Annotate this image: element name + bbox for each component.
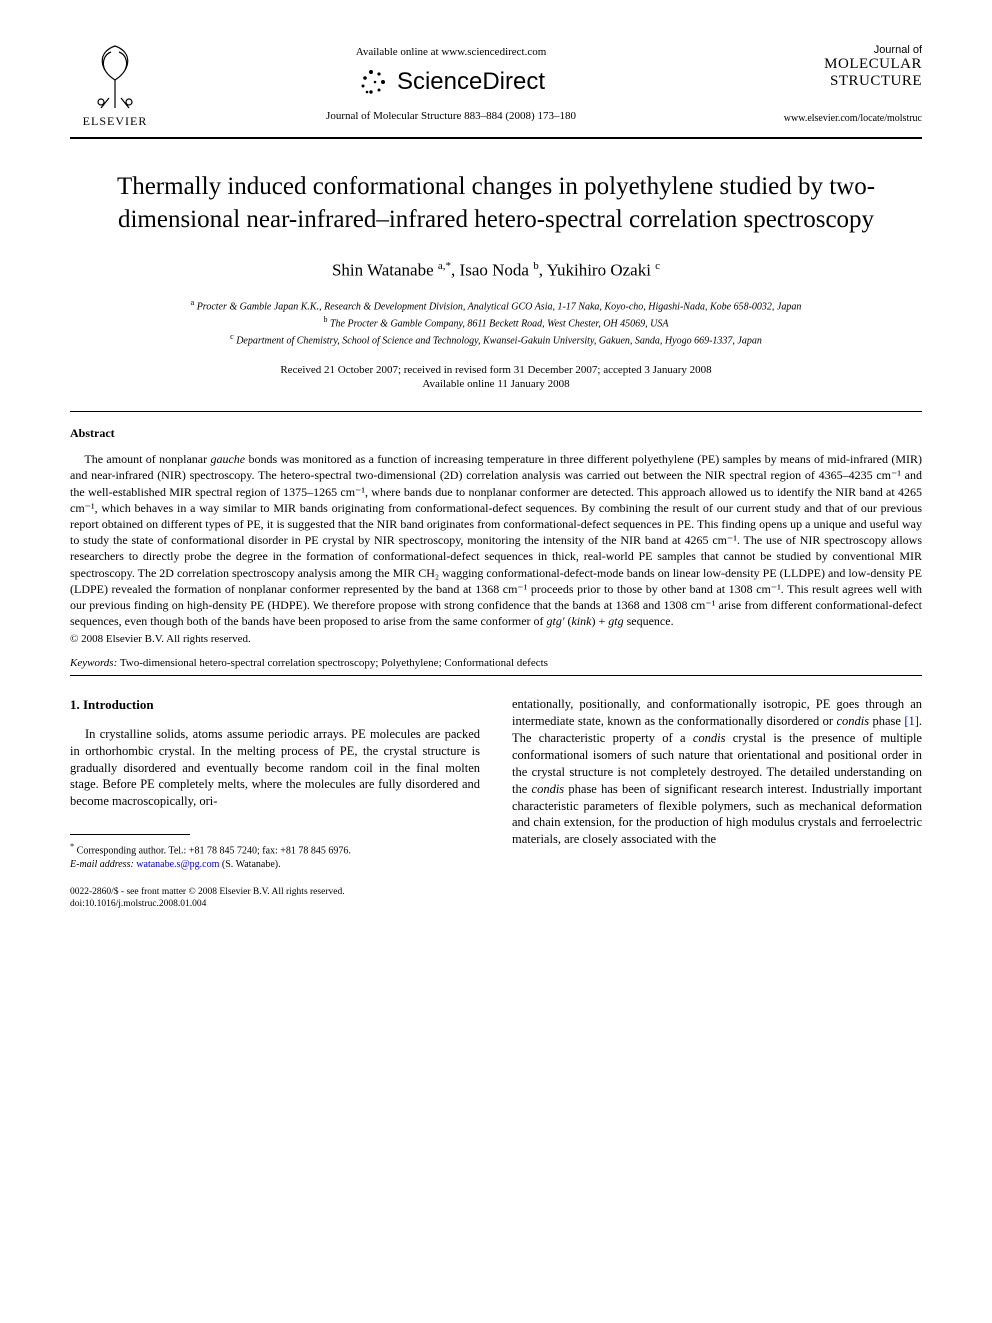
online-line: Available online 11 January 2008 bbox=[70, 377, 922, 391]
footnote-separator bbox=[70, 834, 190, 835]
keywords-label: Keywords: bbox=[70, 657, 117, 669]
elsevier-logo-block: ELSEVIER bbox=[70, 40, 160, 129]
ref-1-link[interactable]: [1] bbox=[904, 714, 919, 728]
journal-name-line2: STRUCTURE bbox=[742, 73, 922, 90]
citation-line: Journal of Molecular Structure 883–884 (… bbox=[160, 110, 742, 122]
footer-front-matter: 0022-2860/$ - see front matter © 2008 El… bbox=[70, 886, 480, 898]
abstract-rule-top bbox=[70, 411, 922, 412]
header-row: ELSEVIER Available online at www.science… bbox=[70, 40, 922, 129]
intro-heading: 1. Introduction bbox=[70, 696, 480, 714]
sciencedirect-dots-icon bbox=[357, 66, 389, 98]
authors-line: Shin Watanabe a,*, Isao Noda b, Yukihiro… bbox=[70, 260, 922, 281]
footer-doi: doi:10.1016/j.molstruc.2008.01.004 bbox=[70, 898, 480, 910]
sciencedirect-wordmark: ScienceDirect bbox=[397, 68, 545, 96]
right-column: entationally, positionally, and conforma… bbox=[512, 696, 922, 910]
header-rule bbox=[70, 137, 922, 139]
body-columns: 1. Introduction In crystalline solids, a… bbox=[70, 696, 922, 910]
abstract-heading: Abstract bbox=[70, 426, 922, 441]
dates-block: Received 21 October 2007; received in re… bbox=[70, 363, 922, 392]
corresponding-footnote: * Corresponding author. Tel.: +81 78 845… bbox=[70, 841, 480, 871]
email-label: E-mail address: bbox=[70, 859, 134, 870]
journal-of-text: Journal of bbox=[742, 44, 922, 56]
elsevier-tree-icon bbox=[79, 40, 151, 112]
center-header: Available online at www.sciencedirect.co… bbox=[160, 40, 742, 122]
affiliations-block: a Procter & Gamble Japan K.K., Research … bbox=[70, 297, 922, 349]
abstract-body: The amount of nonplanar gauche bonds was… bbox=[70, 451, 922, 629]
email-trail: (S. Watanabe). bbox=[222, 859, 281, 870]
abstract-copyright: © 2008 Elsevier B.V. All rights reserved… bbox=[70, 633, 922, 645]
corr-text: Corresponding author. Tel.: +81 78 845 7… bbox=[77, 846, 351, 857]
affiliation-c: c Department of Chemistry, School of Sci… bbox=[70, 331, 922, 348]
sciencedirect-block: ScienceDirect bbox=[160, 66, 742, 98]
intro-para-right: entationally, positionally, and conforma… bbox=[512, 696, 922, 848]
elsevier-label: ELSEVIER bbox=[83, 114, 148, 129]
article-title: Thermally induced conformational changes… bbox=[110, 171, 882, 236]
abstract-rule-bottom bbox=[70, 675, 922, 676]
keywords-line: Keywords: Two-dimensional hetero-spectra… bbox=[70, 657, 922, 669]
corr-email[interactable]: watanabe.s@pg.com bbox=[136, 859, 219, 870]
available-online-text: Available online at www.sciencedirect.co… bbox=[160, 46, 742, 58]
journal-url: www.elsevier.com/locate/molstruc bbox=[742, 113, 922, 124]
keywords-text: Two-dimensional hetero-spectral correlat… bbox=[120, 657, 548, 669]
journal-name-line1: MOLECULAR bbox=[742, 56, 922, 73]
received-line: Received 21 October 2007; received in re… bbox=[70, 363, 922, 377]
affiliation-a: a Procter & Gamble Japan K.K., Research … bbox=[70, 297, 922, 314]
left-column: 1. Introduction In crystalline solids, a… bbox=[70, 696, 480, 910]
affiliation-b: b The Procter & Gamble Company, 8611 Bec… bbox=[70, 314, 922, 331]
footer-block: 0022-2860/$ - see front matter © 2008 El… bbox=[70, 886, 480, 911]
intro-para-left: In crystalline solids, atoms assume peri… bbox=[70, 726, 480, 810]
journal-title-box: Journal of MOLECULAR STRUCTURE www.elsev… bbox=[742, 40, 922, 124]
